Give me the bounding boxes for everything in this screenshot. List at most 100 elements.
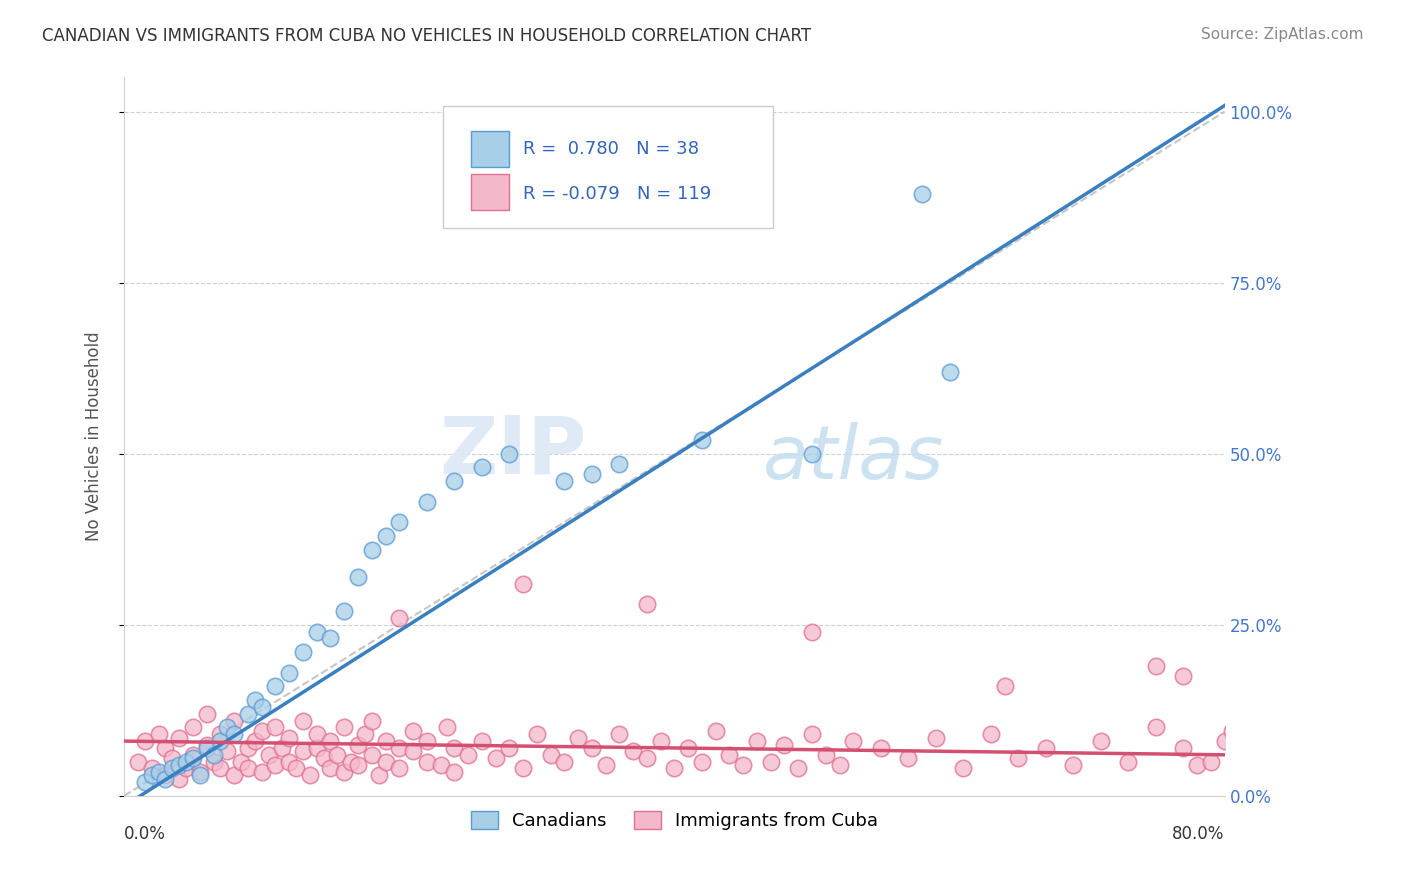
Point xyxy=(305,624,328,639)
Y-axis label: No Vehicles in Household: No Vehicles in Household xyxy=(86,332,103,541)
Point xyxy=(347,570,370,584)
Point xyxy=(174,755,197,769)
Point xyxy=(278,755,301,769)
Point xyxy=(553,474,575,488)
Point xyxy=(195,738,218,752)
Point xyxy=(257,747,280,762)
Point xyxy=(540,747,562,762)
Point xyxy=(333,721,356,735)
Point xyxy=(134,775,156,789)
Point xyxy=(181,751,204,765)
Legend: Canadians, Immigrants from Cuba: Canadians, Immigrants from Cuba xyxy=(464,804,886,837)
Point xyxy=(319,762,342,776)
Point xyxy=(141,762,163,776)
Point xyxy=(209,762,232,776)
Text: ZIP: ZIP xyxy=(439,412,586,490)
Text: atlas: atlas xyxy=(762,422,943,494)
Point xyxy=(636,597,658,611)
Text: CANADIAN VS IMMIGRANTS FROM CUBA NO VEHICLES IN HOUSEHOLD CORRELATION CHART: CANADIAN VS IMMIGRANTS FROM CUBA NO VEHI… xyxy=(42,27,811,45)
Point xyxy=(595,758,617,772)
Text: 0.0%: 0.0% xyxy=(124,824,166,843)
Point xyxy=(512,762,534,776)
Point xyxy=(188,768,211,782)
Point xyxy=(801,624,824,639)
Point xyxy=(155,768,177,782)
Point xyxy=(471,460,494,475)
Point xyxy=(1220,723,1243,738)
Point xyxy=(340,755,363,769)
Point xyxy=(1118,755,1140,769)
Point xyxy=(443,741,465,756)
Bar xyxy=(471,175,509,211)
Point xyxy=(1144,721,1167,735)
Point xyxy=(217,721,239,735)
Point xyxy=(471,734,494,748)
Point xyxy=(842,734,865,748)
Point xyxy=(141,768,163,782)
Text: 80.0%: 80.0% xyxy=(1173,824,1225,843)
Point xyxy=(264,679,287,693)
Point xyxy=(162,751,184,765)
Point xyxy=(801,727,824,741)
Point xyxy=(264,758,287,772)
Point xyxy=(498,741,520,756)
Point xyxy=(155,741,177,756)
Point xyxy=(229,755,252,769)
Point xyxy=(980,727,1002,741)
Point xyxy=(291,645,314,659)
Point xyxy=(1062,758,1084,772)
Point xyxy=(1268,762,1291,776)
Point xyxy=(416,494,439,508)
Point xyxy=(952,762,974,776)
Point xyxy=(1296,744,1319,758)
Point xyxy=(155,772,177,786)
Point xyxy=(278,665,301,680)
Point xyxy=(360,542,382,557)
Point xyxy=(664,762,686,776)
Point xyxy=(1213,734,1236,748)
Point xyxy=(1337,758,1360,772)
Point xyxy=(243,693,266,707)
Point xyxy=(1282,727,1305,741)
Point xyxy=(167,731,190,745)
Point xyxy=(360,714,382,728)
Point xyxy=(250,699,273,714)
Point xyxy=(745,734,768,748)
Text: Source: ZipAtlas.com: Source: ZipAtlas.com xyxy=(1201,27,1364,42)
Point xyxy=(148,727,170,741)
FancyBboxPatch shape xyxy=(443,106,773,228)
Point xyxy=(621,744,644,758)
Point xyxy=(326,747,349,762)
Point xyxy=(250,764,273,779)
Point xyxy=(1254,738,1277,752)
Point xyxy=(305,727,328,741)
Point xyxy=(609,457,631,471)
Point xyxy=(1310,755,1333,769)
Point xyxy=(1199,755,1222,769)
Point xyxy=(925,731,948,745)
Point xyxy=(512,576,534,591)
Point xyxy=(938,365,960,379)
Point xyxy=(1185,758,1208,772)
Point xyxy=(897,751,920,765)
Point xyxy=(676,741,699,756)
Point xyxy=(787,762,810,776)
Point xyxy=(553,755,575,769)
Point xyxy=(1323,734,1346,748)
Text: R =  0.780   N = 38: R = 0.780 N = 38 xyxy=(523,140,699,158)
Point xyxy=(636,751,658,765)
Point xyxy=(416,734,439,748)
Point xyxy=(209,734,232,748)
Point xyxy=(388,515,411,529)
Point xyxy=(759,755,782,769)
Point xyxy=(236,762,259,776)
Point xyxy=(402,744,425,758)
Point xyxy=(305,741,328,756)
Point xyxy=(1144,658,1167,673)
Point xyxy=(704,723,727,738)
Point xyxy=(333,604,356,618)
Point xyxy=(814,747,837,762)
Point xyxy=(312,751,335,765)
Point xyxy=(443,474,465,488)
Point xyxy=(773,738,796,752)
